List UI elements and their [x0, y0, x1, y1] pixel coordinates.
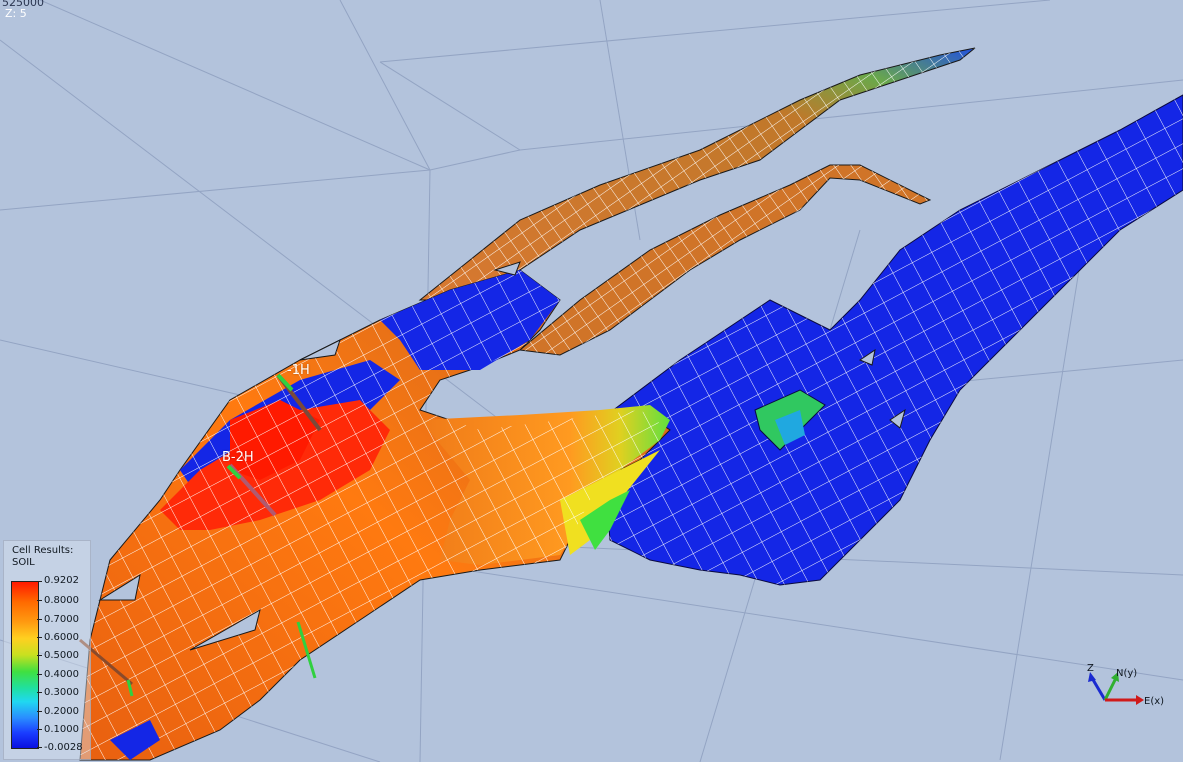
legend-tick	[37, 655, 42, 656]
legend-label: 0.1000	[44, 724, 79, 735]
legend-tick	[37, 674, 42, 675]
legend-tick	[37, 692, 42, 693]
legend-label: 0.3000	[44, 687, 79, 698]
z-scale-readout: Z: 5	[5, 7, 27, 20]
axis-arrows	[1088, 672, 1144, 705]
legend-tick	[37, 600, 42, 601]
legend-tick	[37, 747, 42, 748]
axis-label-z: Z	[1087, 663, 1094, 674]
legend-tick	[37, 637, 42, 638]
well-label-1h[interactable]: -1H	[287, 363, 310, 378]
blue-channel	[599, 94, 1183, 586]
legend-tick	[37, 711, 42, 712]
legend-max-label: 0.9202	[44, 575, 79, 586]
legend-label: 0.7000	[44, 614, 79, 625]
axis-label-n: N(y)	[1116, 668, 1138, 679]
legend-subtitle: SOIL	[12, 557, 35, 568]
legend-label: 0.6000	[44, 632, 79, 643]
color-legend[interactable]: Cell Results: SOIL 0.9202 0.8000 0.7000 …	[3, 540, 91, 760]
axis-label-e: E(x)	[1144, 696, 1165, 707]
coordinate-readout: 525000	[2, 0, 44, 9]
legend-color-bar	[11, 581, 39, 749]
well-paths	[79, 373, 322, 697]
legend-title: Cell Results:	[12, 545, 74, 556]
upper-layer	[418, 47, 976, 356]
surface-holes	[98, 261, 906, 651]
well-label-b2h[interactable]: B-2H	[222, 450, 254, 465]
legend-label: 0.8000	[44, 595, 79, 606]
legend-label: 0.5000	[44, 650, 79, 661]
axis-orientation-gizmo[interactable]: Z N(y) E(x)	[1080, 660, 1170, 720]
legend-tick	[37, 619, 42, 620]
legend-tick	[37, 581, 42, 582]
legend-min-label: -0.0028	[44, 742, 83, 753]
legend-label: 0.2000	[44, 706, 79, 717]
legend-label: 0.4000	[44, 669, 79, 680]
legend-tick	[37, 729, 42, 730]
